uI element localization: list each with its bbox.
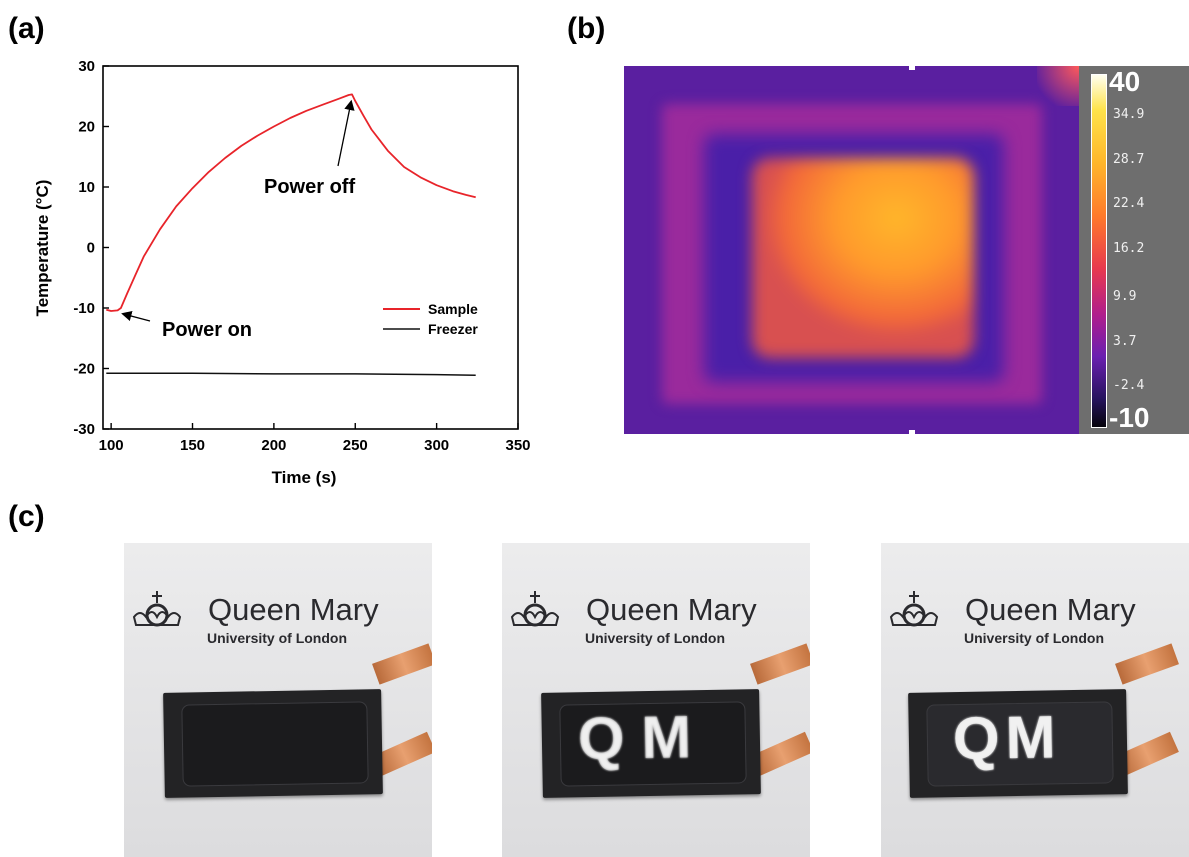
annotation-arrow-power-off bbox=[337, 99, 355, 167]
thermal-hot-region bbox=[752, 158, 974, 358]
y-axis-title: Temperature (°C) bbox=[33, 180, 52, 317]
thermal-hot-corner bbox=[1037, 66, 1079, 106]
y-tick-label: 30 bbox=[78, 58, 95, 75]
device-photo-1: Queen Mary University of London bbox=[124, 543, 432, 857]
heater-device: QM bbox=[908, 689, 1128, 798]
thermal-marker-bottom bbox=[909, 430, 915, 434]
temperature-chart: 100 150 200 250 300 350 -30 -20 -10 0 10 20 30 Time… bbox=[33, 58, 531, 487]
crown-logo-icon bbox=[132, 591, 182, 627]
device-photo-2: Queen Mary University of London Q M bbox=[502, 543, 810, 857]
crown-logo-icon bbox=[510, 591, 560, 627]
x-tick-label: 200 bbox=[261, 437, 286, 454]
y-axis-ticks: -30 -20 -10 0 10 20 30 bbox=[73, 58, 109, 438]
chart-series bbox=[106, 93, 476, 376]
panel-label-a: (a) bbox=[8, 12, 45, 45]
annotation-power-off: Power off bbox=[264, 176, 355, 198]
y-tick-label: 20 bbox=[78, 119, 95, 136]
series-line-sample bbox=[106, 93, 476, 312]
y-tick-label: -30 bbox=[73, 421, 95, 438]
logo-subtitle: University of London bbox=[964, 630, 1104, 646]
colorbar-tick: 9.9 bbox=[1113, 289, 1137, 304]
x-axis-ticks: 100 150 200 250 300 350 bbox=[99, 423, 531, 454]
logo-title: Queen Mary bbox=[586, 592, 757, 627]
thermal-image bbox=[624, 66, 1079, 434]
colorbar-min-label: -10 bbox=[1109, 402, 1150, 433]
annotation-power-on: Power on bbox=[162, 319, 252, 341]
colorbar-tick: 22.4 bbox=[1113, 196, 1145, 211]
y-tick-label: -10 bbox=[73, 300, 95, 317]
logo-subtitle: University of London bbox=[207, 630, 347, 646]
panel-label-c: (c) bbox=[8, 500, 45, 533]
heater-device bbox=[163, 689, 383, 798]
colorbar-gradient bbox=[1091, 74, 1107, 428]
revealed-letters: QM bbox=[952, 703, 1063, 773]
x-axis-title: Time (s) bbox=[272, 468, 337, 487]
x-tick-label: 250 bbox=[343, 437, 368, 454]
y-tick-label: 10 bbox=[78, 179, 95, 196]
heater-device: Q M bbox=[541, 689, 761, 798]
x-tick-label: 350 bbox=[505, 437, 530, 454]
y-tick-label: -20 bbox=[73, 361, 95, 378]
colorbar-tick: 28.7 bbox=[1113, 152, 1145, 167]
logo-subtitle: University of London bbox=[585, 630, 725, 646]
colorbar-tick: 16.2 bbox=[1113, 241, 1145, 256]
chart-annotations: Power on Power off bbox=[121, 99, 355, 341]
colorbar-tick: 34.9 bbox=[1113, 107, 1145, 122]
device-window bbox=[181, 701, 369, 787]
colorbar-panel: 40 34.9 28.7 22.4 16.2 9.9 3.7 -2.4 -10 bbox=[1079, 66, 1189, 434]
thermal-marker-top bbox=[909, 66, 915, 70]
device-photo-3: Queen Mary University of London QM bbox=[881, 543, 1189, 857]
legend-label-sample: Sample bbox=[428, 301, 478, 317]
colorbar-max-label: 40 bbox=[1109, 66, 1141, 97]
x-tick-label: 300 bbox=[424, 437, 449, 454]
legend-label-freezer: Freezer bbox=[428, 321, 478, 337]
colorbar-tick: 3.7 bbox=[1113, 334, 1137, 349]
colorbar-tick: -2.4 bbox=[1113, 378, 1145, 393]
logo-title: Queen Mary bbox=[208, 592, 379, 627]
series-line-freezer bbox=[106, 372, 476, 376]
logo-title: Queen Mary bbox=[965, 592, 1136, 627]
crown-logo-icon bbox=[889, 591, 939, 627]
chart-legend: Sample Freezer bbox=[383, 301, 478, 337]
panel-label-b: (b) bbox=[567, 12, 606, 45]
y-tick-label: 0 bbox=[87, 240, 95, 257]
copper-electrode-top bbox=[372, 643, 432, 685]
copper-electrode-top bbox=[750, 643, 810, 685]
annotation-arrow-power-on bbox=[121, 310, 151, 322]
x-tick-label: 150 bbox=[180, 437, 205, 454]
copper-electrode-top bbox=[1115, 643, 1179, 685]
revealed-letters: Q M bbox=[577, 703, 692, 773]
x-tick-label: 100 bbox=[99, 437, 124, 454]
